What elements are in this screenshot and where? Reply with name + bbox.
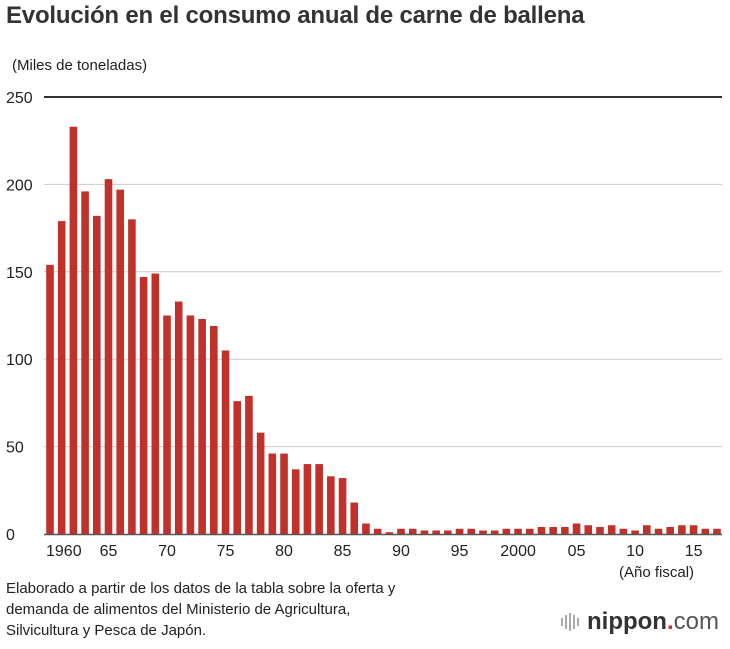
bar bbox=[385, 532, 394, 534]
bar bbox=[104, 179, 113, 534]
bar bbox=[596, 527, 604, 534]
y-axis-label: (Miles de toneladas) bbox=[12, 57, 148, 74]
bar bbox=[701, 528, 710, 534]
x-tick-label: 85 bbox=[334, 543, 352, 560]
bar bbox=[467, 528, 476, 534]
bar bbox=[350, 502, 359, 534]
bar bbox=[57, 221, 66, 534]
bar bbox=[689, 525, 698, 534]
source-note-line: Silvicultura y Pesca de Japón. bbox=[6, 622, 207, 639]
bar bbox=[327, 476, 335, 534]
bar bbox=[654, 528, 663, 534]
logo-name: nippon bbox=[587, 608, 667, 635]
bar bbox=[116, 189, 125, 535]
bar bbox=[607, 525, 616, 534]
bar bbox=[642, 525, 651, 534]
bar bbox=[631, 530, 639, 534]
bar bbox=[490, 530, 499, 534]
bar bbox=[280, 453, 288, 534]
bar bbox=[128, 219, 136, 535]
bar bbox=[525, 528, 534, 534]
bar bbox=[151, 273, 160, 534]
y-tick-label: 100 bbox=[6, 352, 33, 369]
bar bbox=[713, 528, 721, 534]
bar bbox=[163, 315, 171, 534]
bar bbox=[444, 530, 452, 534]
bar bbox=[572, 523, 581, 534]
x-tick-label: 75 bbox=[217, 543, 235, 560]
x-tick-label: 1960 bbox=[46, 543, 82, 560]
logo-suffix: com bbox=[673, 608, 719, 635]
source-note-line: Elaborado a partir de los datos de la ta… bbox=[6, 580, 396, 597]
bar bbox=[362, 523, 370, 534]
bar bbox=[210, 325, 218, 534]
bar bbox=[514, 528, 522, 534]
bar bbox=[338, 478, 347, 534]
bar bbox=[81, 191, 89, 534]
bar bbox=[666, 527, 674, 534]
bar bbox=[502, 528, 511, 534]
bar bbox=[455, 528, 464, 534]
bar bbox=[561, 527, 569, 534]
x-tick-label: 05 bbox=[568, 543, 586, 560]
bar bbox=[479, 530, 487, 534]
bar bbox=[432, 530, 440, 534]
bar bbox=[186, 315, 195, 534]
bar bbox=[245, 395, 253, 534]
bar bbox=[619, 528, 628, 534]
bar bbox=[291, 469, 300, 534]
nippon-logo: nippon. com bbox=[560, 608, 719, 636]
bar bbox=[373, 528, 382, 534]
logo-bars-icon bbox=[561, 613, 579, 631]
logo-dot: . bbox=[666, 608, 674, 635]
bar bbox=[397, 528, 405, 534]
bar bbox=[198, 318, 206, 534]
bar bbox=[537, 527, 546, 534]
bar bbox=[93, 215, 101, 534]
bar bbox=[268, 453, 277, 534]
bar bbox=[69, 126, 78, 534]
bar bbox=[420, 530, 429, 534]
x-tick-label: 65 bbox=[100, 543, 118, 560]
x-tick-label: 2000 bbox=[500, 543, 536, 560]
bar bbox=[678, 525, 686, 534]
x-tick-label: 15 bbox=[685, 543, 703, 560]
y-tick-label: 200 bbox=[6, 177, 33, 194]
y-tick-label: 50 bbox=[6, 440, 24, 457]
bar bbox=[303, 464, 312, 534]
y-tick-label: 150 bbox=[6, 265, 33, 282]
source-note: Elaborado a partir de los datos de la ta… bbox=[6, 578, 395, 641]
x-tick-label: 80 bbox=[275, 543, 293, 560]
x-axis-label: (Año fiscal) bbox=[619, 564, 695, 581]
y-tick-label: 250 bbox=[6, 90, 33, 107]
x-tick-label: 10 bbox=[626, 543, 644, 560]
x-tick-label: 90 bbox=[392, 543, 410, 560]
source-note-line: demanda de alimentos del Ministerio de A… bbox=[6, 601, 351, 618]
bar bbox=[174, 301, 183, 534]
x-tick-label: 95 bbox=[451, 543, 469, 560]
bar bbox=[256, 432, 265, 534]
y-tick-label: 0 bbox=[6, 527, 15, 544]
bar bbox=[46, 264, 54, 534]
bar bbox=[549, 527, 557, 534]
bar bbox=[408, 528, 417, 534]
bar bbox=[233, 401, 242, 534]
bar bbox=[584, 525, 593, 534]
bar bbox=[221, 350, 230, 534]
bar bbox=[315, 464, 323, 534]
bar-chart: 0 50 100 150 200 250 1960 65 70 75 80 85 90 95 2000 05 1… bbox=[6, 90, 722, 560]
chart-title: Evolución en el consumo anual de carne d… bbox=[6, 2, 585, 29]
x-tick-label: 70 bbox=[158, 543, 176, 560]
bar bbox=[139, 277, 148, 534]
